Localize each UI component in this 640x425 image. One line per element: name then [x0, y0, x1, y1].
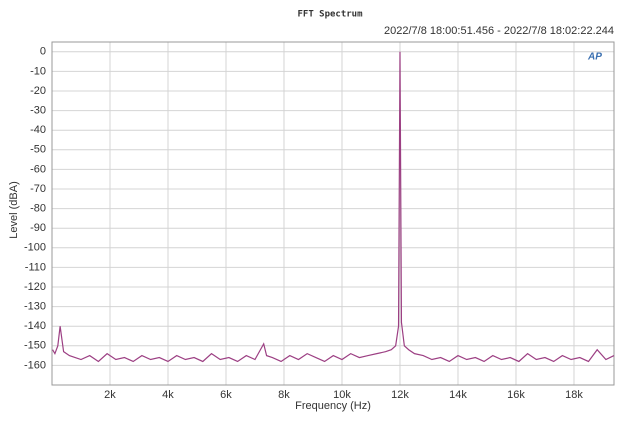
chart-subtitle: 2022/7/8 18:00:51.456 - 2022/7/8 18:02:2… — [384, 25, 614, 37]
y-tick-label: -150 — [24, 340, 46, 352]
y-tick-label: -80 — [30, 203, 46, 215]
plot-border — [51, 41, 615, 386]
x-tick-label: 14k — [449, 389, 467, 401]
x-axis-label: Frequency (Hz) — [295, 400, 371, 412]
y-tick-label: -40 — [30, 124, 46, 136]
x-tick-label: 4k — [162, 389, 174, 401]
y-axis-label: Level (dBA) — [8, 181, 20, 238]
x-tick-label: 8k — [278, 389, 290, 401]
y-tick-label: -90 — [30, 222, 46, 234]
y-tick-label: -50 — [30, 144, 46, 156]
chart-title: FFT Spectrum — [297, 10, 363, 20]
y-tick-label: -10 — [30, 65, 46, 77]
x-tick-label: 12k — [391, 389, 409, 401]
x-tick-label: 18k — [565, 389, 583, 401]
y-tick-label: -130 — [24, 301, 46, 313]
y-tick-label: -60 — [30, 163, 46, 175]
y-tick-label: -120 — [24, 281, 46, 293]
y-tick-label: -30 — [30, 105, 46, 117]
x-tick-label: 6k — [220, 389, 232, 401]
logo: AP — [587, 52, 602, 63]
y-tick-label: -20 — [30, 85, 46, 97]
spectrum-line — [52, 51, 615, 363]
x-tick-label: 16k — [507, 389, 525, 401]
x-tick-label: 10k — [333, 389, 351, 401]
y-tick-label: -160 — [24, 359, 46, 371]
y-tick-label: 0 — [40, 46, 46, 58]
y-tick-label: -100 — [24, 242, 46, 254]
y-tick-label: -140 — [24, 320, 46, 332]
x-tick-label: 2k — [104, 389, 116, 401]
y-tick-label: -110 — [25, 261, 46, 273]
y-tick-label: -70 — [30, 183, 46, 195]
